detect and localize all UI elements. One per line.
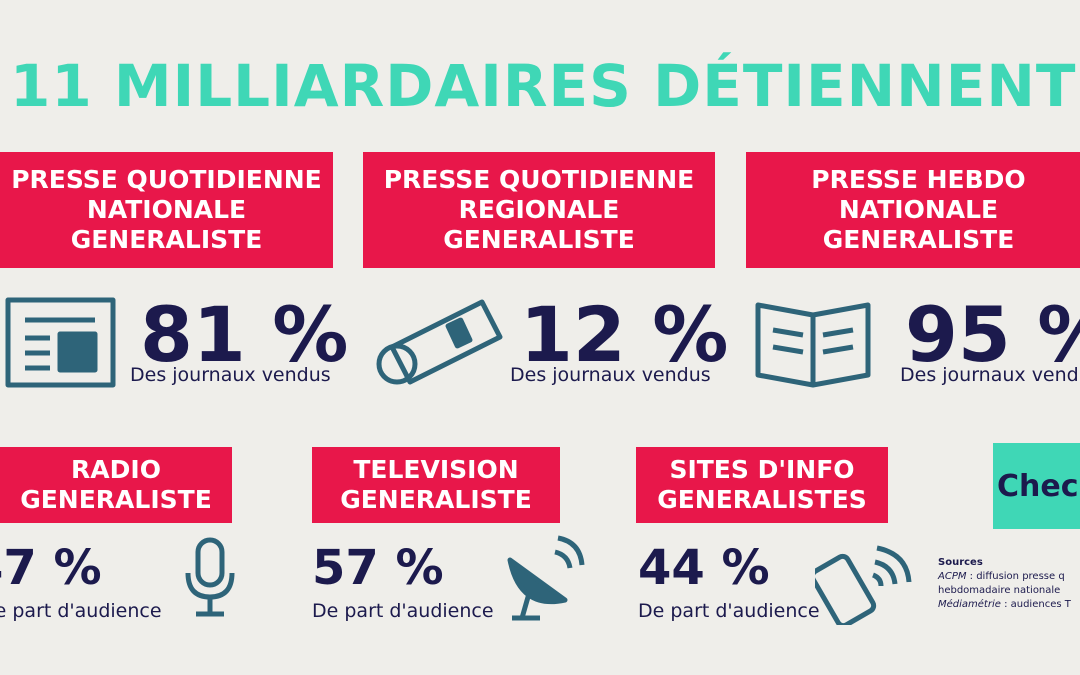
category-box: TELEVISION GENERALISTE [312,447,560,523]
source-line: Médiamétrie : audiences T [938,598,1071,612]
label-line: GENERALISTE [443,225,635,254]
value: 81 % [140,290,349,379]
sources-title: Sources [938,557,983,568]
source-name: ACPM [938,571,967,582]
label-line: NATIONALE [838,195,999,224]
label-line: PRESSE HEBDO [811,165,1026,194]
magazine-icon [755,302,871,388]
category-box: PRESSE QUOTIDIENNE NATIONALE GENERALISTE [0,152,333,268]
value: 57 % [312,540,444,596]
satellite-icon [507,535,585,621]
label-line: GENERALISTE [340,485,532,514]
source-text: hebdomadaire nationale [938,585,1061,596]
value: 47 % [0,540,102,596]
logo: Check [993,443,1080,529]
value: 12 % [520,290,729,379]
category-box: RADIO GENERALISTE [0,447,232,523]
label-line: PRESSE QUOTIDIENNE [11,165,322,194]
label-line: GENERALISTE [20,485,212,514]
sources: Sources ACPM : diffusion presse q hebdom… [938,556,1071,612]
label-line: PRESSE QUOTIDIENNE [383,165,695,194]
category-box: PRESSE QUOTIDIENNE REGIONALE GENERALISTE [363,152,715,268]
caption: De part d'audience [0,600,162,622]
label-line: TELEVISION [353,455,519,484]
rolled-newspaper-icon [376,299,503,385]
source-name: Médiamétrie [938,599,1001,610]
label-line: REGIONALE [458,195,620,224]
caption: Des journaux vendus [130,364,331,386]
source-text: : audiences T [1000,599,1071,610]
value: 95 % [905,290,1080,379]
source-line: hebdomadaire nationale [938,584,1071,598]
source-text: : diffusion presse q [966,571,1065,582]
newspaper-icon [5,297,116,388]
microphone-icon [185,537,235,617]
label-line: GENERALISTES [657,485,867,514]
value: 44 % [638,540,770,596]
label-line: GENERALISTE [822,225,1015,254]
caption: Des journaux vendus [510,364,711,386]
label-line: SITES D'INFO [669,455,855,484]
source-line: ACPM : diffusion presse q [938,570,1071,584]
category-box: PRESSE HEBDO NATIONALE GENERALISTE [746,152,1080,268]
caption: De part d'audience [312,600,494,622]
phone-icon [815,545,912,625]
category-box: SITES D'INFO GENERALISTES [636,447,888,523]
label-line: GENERALISTE [70,225,263,254]
caption: De part d'audience [638,600,820,622]
caption: Des journaux vendus [900,364,1080,386]
label-line: RADIO [71,455,161,484]
title: 11 MILLIARDAIRES DÉTIENNENT : [10,52,1080,120]
label-line: NATIONALE [86,195,247,224]
